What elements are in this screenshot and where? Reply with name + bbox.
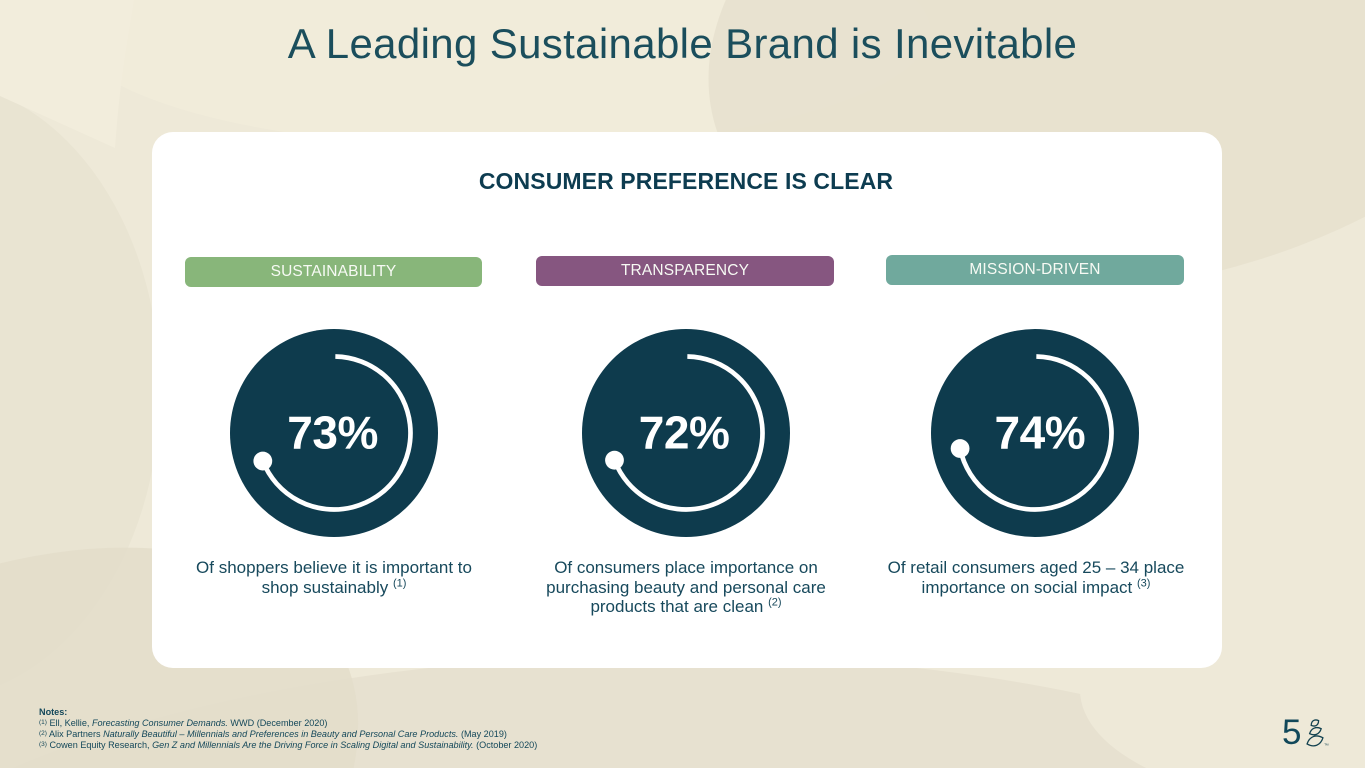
svg-text:72%: 72%	[639, 407, 730, 459]
svg-text:73%: 73%	[288, 407, 379, 459]
svg-text:TM: TM	[1324, 743, 1329, 747]
svg-text:74%: 74%	[994, 407, 1085, 459]
